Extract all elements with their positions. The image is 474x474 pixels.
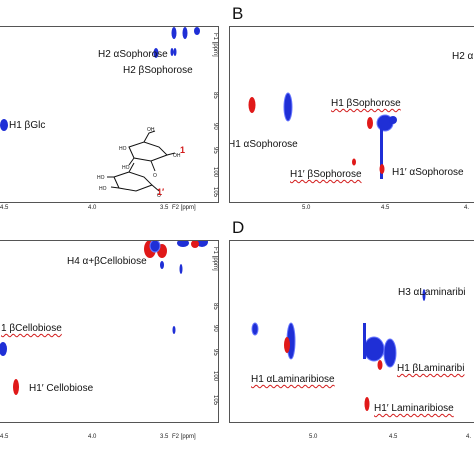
label-h1-prime-beta-sophorose: H1′ βSophorose: [290, 169, 362, 180]
f1-tick-c-95: 95: [212, 349, 218, 356]
svg-text:HO: HO: [122, 165, 130, 171]
peak-d-h1a-red: [284, 337, 290, 353]
peak-c-top-red3: [191, 241, 199, 248]
peak-c-h1p-red: [13, 379, 19, 395]
peak-a-top2: [182, 27, 188, 39]
f1-tick-c-100: 100: [212, 371, 218, 382]
peak-a-bglc: [0, 119, 8, 131]
x-tick-b-4: 4.: [464, 205, 470, 211]
label-h1-prime-laminaribiose: H1′ Laminaribiose: [374, 403, 454, 414]
peak-a-h2b1: [170, 48, 174, 56]
f1-axis-label-a: F1 [ppm]: [212, 33, 218, 57]
x-tick-d-4: 4.: [466, 434, 472, 440]
peak-d-ridge: [363, 323, 366, 359]
panel-a: H2 αSophorose H2 βSophorose H1 βGlc OH H…: [0, 26, 219, 203]
label-h2-alpha-partial: H2 α: [452, 51, 474, 62]
x-axis-label-c: F2 [ppm]: [172, 434, 196, 440]
x-tick-a-4.0: 4.0: [88, 205, 97, 211]
panel-letter-b: B: [232, 4, 244, 23]
svg-text:O: O: [153, 173, 157, 179]
panel-letter-d: D: [232, 218, 245, 237]
f1-tick-a-105: 105: [212, 187, 218, 198]
f1-tick-a-100: 100: [212, 167, 218, 178]
peak-a-top3: [194, 27, 200, 35]
label-h1-prime-cellobiose: H1′ Cellobiose: [29, 383, 94, 394]
peak-b-h1p-red2: [379, 164, 385, 174]
peak-b-h1a-blue: [283, 92, 293, 122]
label-h1-prime-alpha-sophorose: H1′ αSophorose: [392, 167, 464, 178]
x-axis-label-a: F2 [ppm]: [172, 205, 196, 211]
sophorose-structure: OH HO HO O HO HO O OH: [97, 127, 181, 199]
peak-b-h1b-blue2: [389, 116, 397, 124]
x-tick-a-4.5: 4.5: [0, 205, 9, 211]
label-h3-alpha-laminaribiose: H3 αLaminaribi: [398, 287, 466, 298]
peak-c-bcell: [0, 342, 7, 356]
x-tick-c-4.0: 4.0: [88, 434, 97, 440]
peak-b-h1a-red: [248, 97, 256, 113]
svg-text:HO: HO: [119, 146, 127, 152]
x-tick-a-3.5: 3.5: [160, 205, 169, 211]
svg-text:OH: OH: [173, 153, 181, 159]
peak-d-h1b-red: [377, 360, 383, 370]
svg-text:HO: HO: [97, 175, 105, 181]
peak-b-h1p-red1: [352, 158, 356, 166]
svg-text:HO: HO: [99, 186, 107, 192]
peak-a-h2b2: [173, 48, 177, 56]
x-tick-b-5.0: 5.0: [302, 205, 311, 211]
x-tick-b-4.5: 4.5: [381, 205, 390, 211]
panel-c: H4 α+βCellobiose 1 βCellobiose H1′ Cello…: [0, 240, 219, 423]
label-h2-alpha-sophorose: H2 αSophorose: [98, 49, 168, 60]
peak-c-top-blue2: [177, 241, 189, 247]
structure-anomer-1: 1: [180, 145, 186, 155]
panel-d: H3 αLaminaribi H1 αLaminaribiose H1 βLam…: [229, 240, 474, 423]
peak-c-h4a: [160, 261, 164, 269]
peak-d-h1b-blue2: [383, 338, 397, 368]
f1-tick-a-90: 90: [212, 123, 218, 130]
x-tick-d-5.0: 5.0: [309, 434, 318, 440]
svg-text:OH: OH: [147, 127, 155, 133]
peak-d-h1p-red: [364, 397, 370, 411]
peak-c-top-blue1: [149, 241, 161, 253]
panel-c-peaks: [0, 241, 208, 395]
peak-d-h1a-blue1: [251, 322, 259, 336]
x-tick-c-4.5: 4.5: [0, 434, 9, 440]
panel-b-peaks: [248, 92, 397, 179]
f1-tick-a-95: 95: [212, 147, 218, 154]
label-h4-cellobiose: H4 α+βCellobiose: [67, 256, 147, 267]
label-h1-alpha-laminaribiose: H1 αLaminaribiose: [251, 374, 335, 385]
structure-anomer-1-prime: 1′: [157, 187, 165, 197]
f1-tick-a-85: 85: [212, 92, 218, 99]
peak-d-far-right: [422, 289, 426, 301]
label-h1-beta-cellobiose: 1 βCellobiose: [1, 323, 62, 334]
label-h1-beta-glc: H1 βGlc: [9, 120, 46, 131]
peak-a-h2a: [153, 48, 159, 58]
label-h2-beta-sophorose: H2 βSophorose: [123, 65, 193, 76]
peak-b-h1b-red: [367, 117, 373, 129]
peak-c-top-blue3: [196, 241, 208, 247]
label-h1-beta-sophorose: H1 βSophorose: [331, 98, 401, 109]
panel-d-peaks: [251, 289, 426, 411]
x-tick-d-4.5: 4.5: [389, 434, 398, 440]
label-h1-alpha-sophorose: H1 αSophorose: [229, 139, 298, 150]
f1-axis-label-c: F1 [ppm]: [212, 247, 218, 271]
f1-tick-c-105: 105: [212, 395, 218, 406]
svg-text:O: O: [157, 193, 161, 199]
f1-tick-c-90: 90: [212, 325, 218, 332]
peak-d-h1b-blue1: [363, 336, 385, 362]
peak-c-h4b: [179, 264, 183, 274]
peak-b-ridge: [380, 121, 383, 179]
f1-tick-c-85: 85: [212, 303, 218, 310]
peak-a-top1: [171, 27, 177, 39]
peak-c-small1: [172, 326, 176, 334]
panel-a-peaks: [0, 27, 200, 131]
x-tick-c-3.5: 3.5: [160, 434, 169, 440]
panel-b: H2 α H1 βSophorose H1 αSophorose H1′ βSo…: [229, 26, 474, 203]
label-h1-beta-laminaribiose: H1 βLaminaribi: [397, 363, 465, 374]
